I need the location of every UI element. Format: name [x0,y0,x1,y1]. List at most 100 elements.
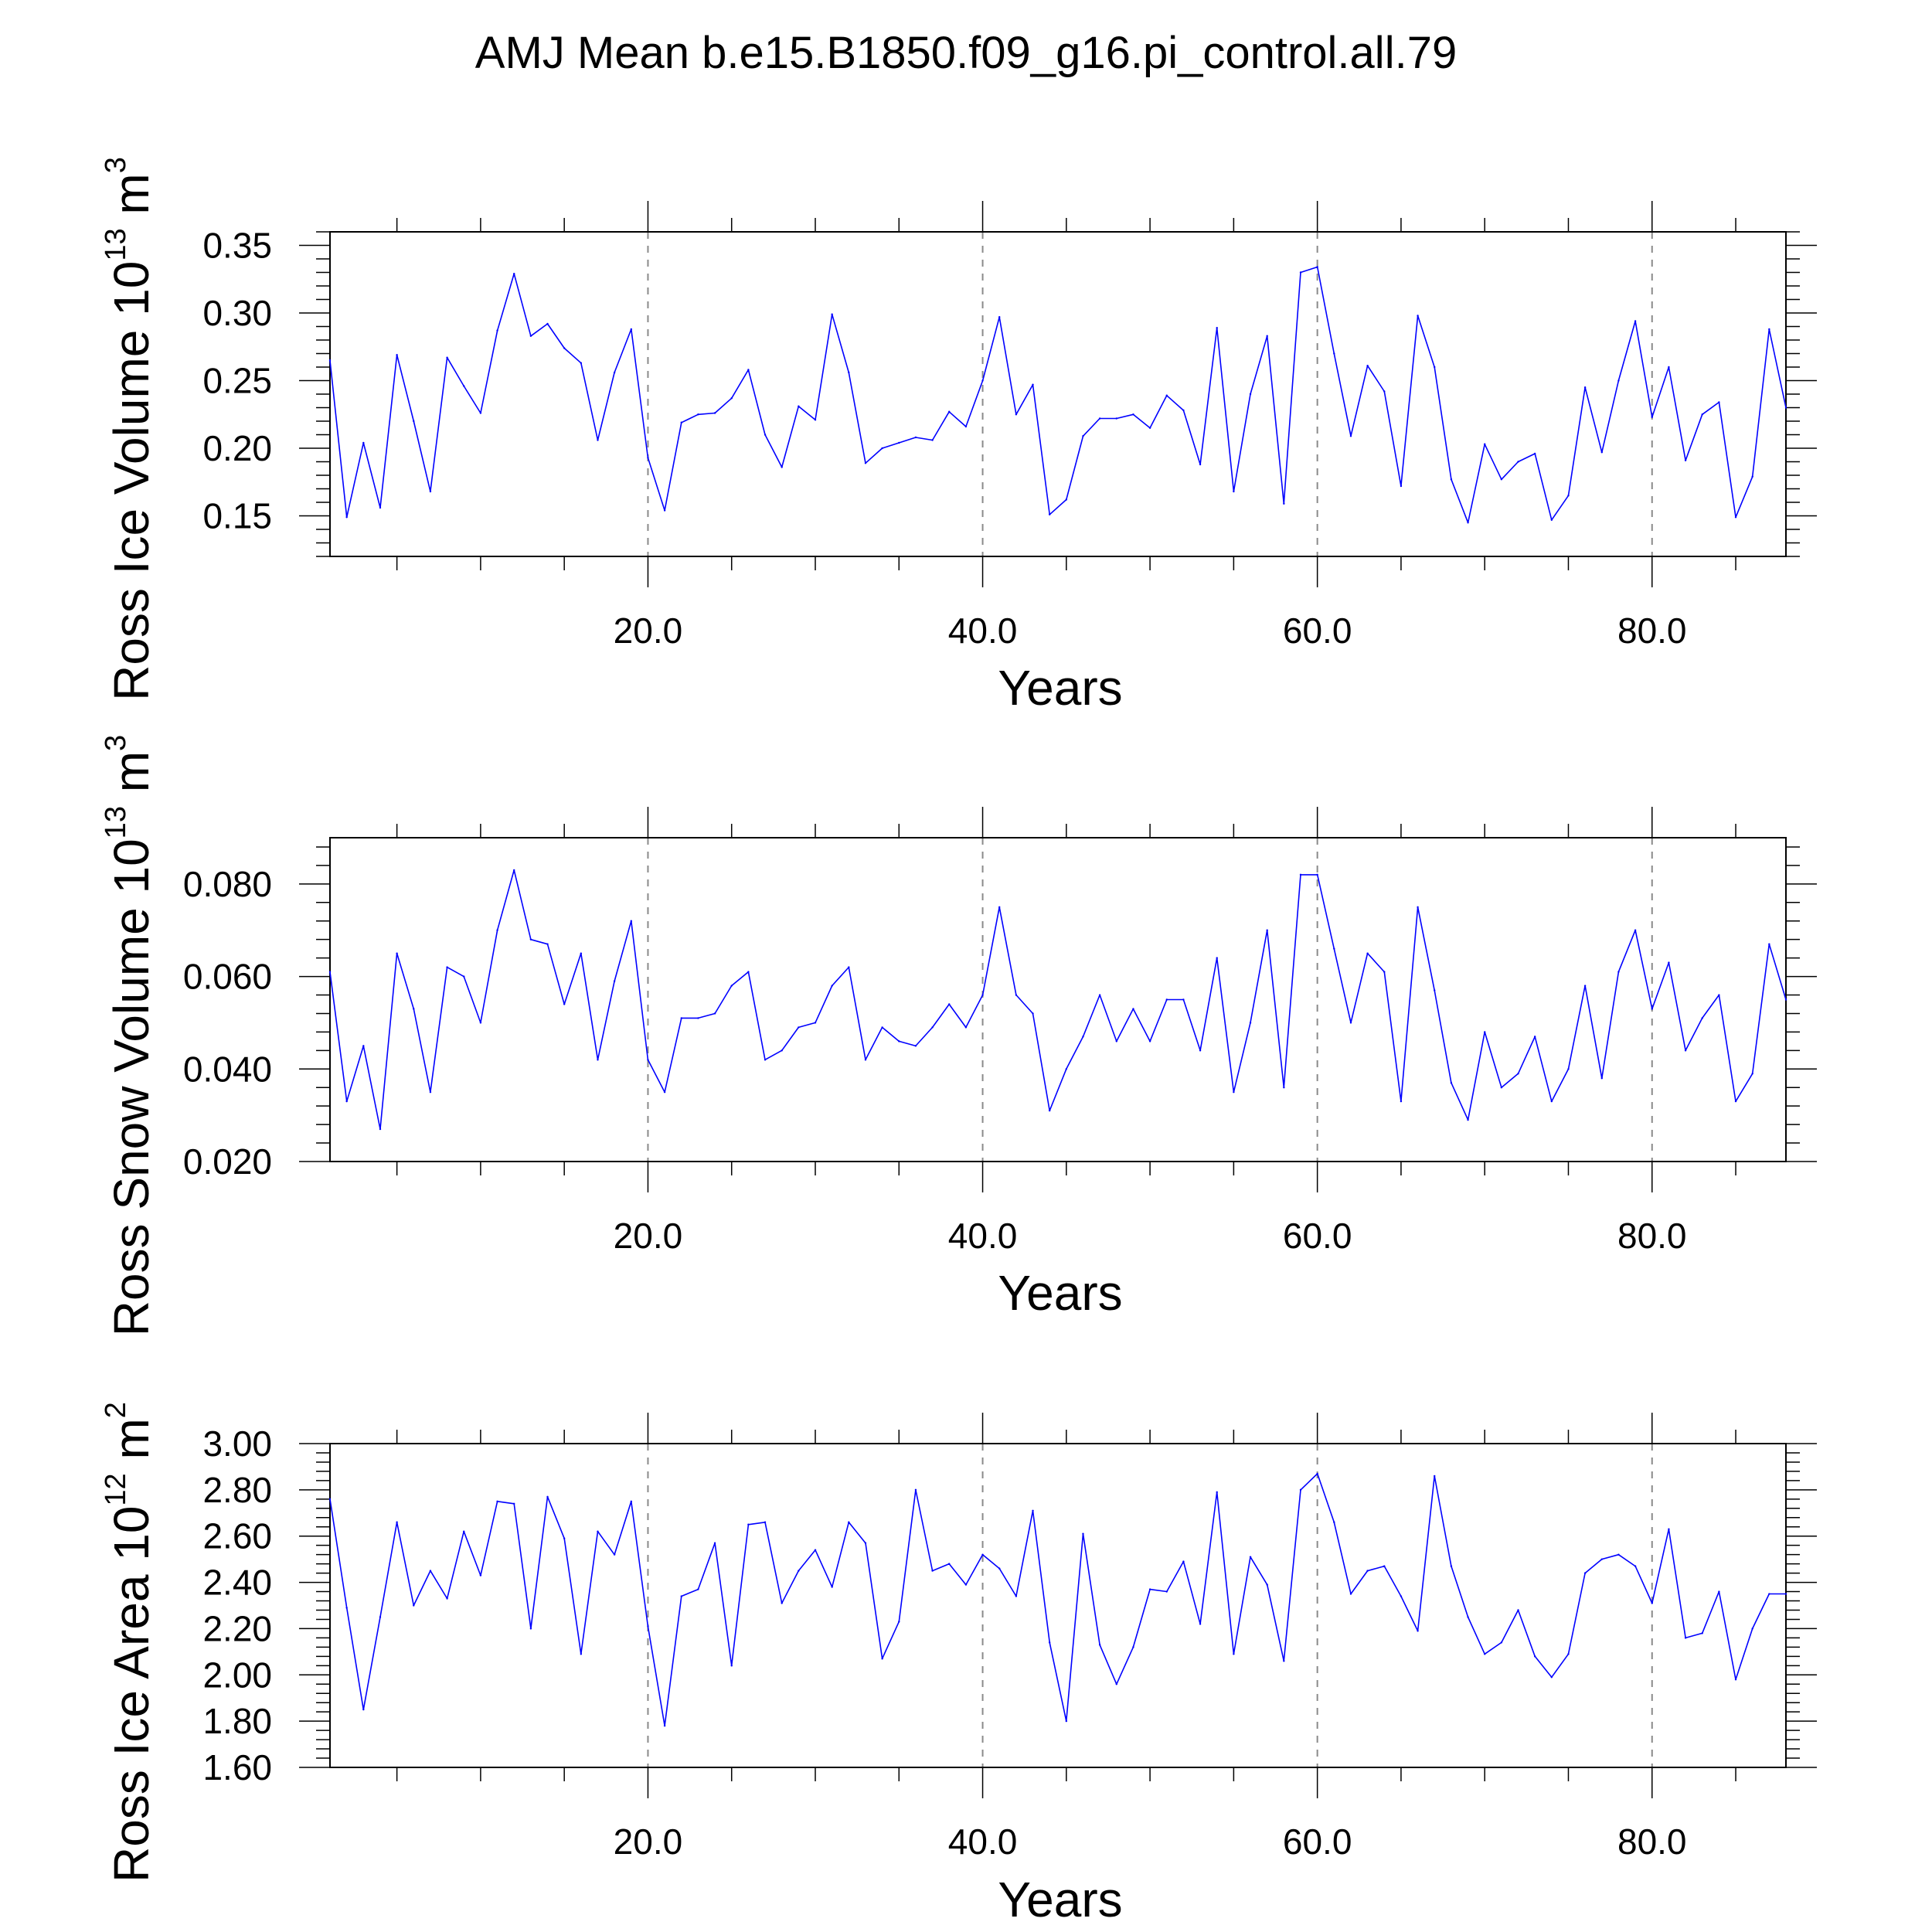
y-axis-label: Ross Ice Volume 1013 m3 [100,157,159,701]
data-point [1784,406,1787,409]
y-axis-label-text: Ross Ice Volume 10 [104,261,159,701]
data-point [663,1724,666,1727]
data-point [1634,929,1637,931]
data-point [1299,873,1302,876]
data-point [680,1595,682,1597]
data-point [429,490,432,493]
data-point [1400,1100,1403,1103]
x-tick-label: 60.0 [1283,611,1352,651]
data-point [998,906,1001,908]
data-point [1617,1553,1620,1556]
data-point [697,413,699,416]
data-point [1567,495,1570,497]
data-point [529,1628,532,1630]
data-point [1400,1595,1403,1597]
data-point [1065,1719,1068,1723]
y-tick-label: 0.080 [183,864,272,904]
data-point [1032,383,1034,386]
data-point [1751,1628,1753,1630]
data-point [328,971,332,973]
data-point [1065,1068,1068,1070]
y-tick-label: 0.020 [183,1141,272,1182]
data-point [1383,971,1386,973]
data-point [1517,1609,1519,1611]
data-point [1349,1593,1352,1595]
data-point [1182,998,1185,1001]
data-point [881,1026,883,1029]
data-point [1484,1653,1486,1655]
data-point [713,1012,716,1015]
data-point [362,1708,365,1711]
y-tick-label: 3.00 [202,1423,272,1464]
data-point [1668,961,1670,964]
data-point [546,322,549,325]
series-line [329,869,1787,1130]
y-axis-label-unit-exponent: 3 [100,157,132,173]
data-point [1718,1590,1720,1593]
data-point [1015,994,1018,996]
data-point [630,920,632,922]
chart-panel-2: 20.0 40.0 60.0 80.0 0.020 0.040 0.060 0.080 Year… [100,735,1817,1336]
data-point [1550,1676,1553,1679]
data-point [881,1658,883,1660]
data-point [781,1049,783,1052]
data-point [1098,1644,1101,1646]
data-point [479,412,482,414]
data-point [931,1026,934,1029]
data-point [513,273,515,275]
data-point [998,1567,1001,1570]
data-point [563,347,566,349]
data-point [1600,1077,1603,1080]
data-point [948,410,951,413]
data-point [1768,943,1770,945]
data-point [998,316,1001,318]
data-point [396,952,398,954]
data-point [1216,327,1218,329]
chart-panel-1: 20.0 40.0 60.0 80.0 0.15 0.20 0.25 0.30 0.35 Year… [100,157,1817,716]
data-point [1434,366,1436,369]
data-point [1148,427,1151,429]
data-point [1266,1583,1268,1586]
data-point [1148,1588,1151,1590]
data-point [446,1597,448,1600]
data-point [496,1500,498,1503]
data-point [764,434,767,436]
data-point [881,447,883,450]
data-point [1533,452,1536,455]
data-point [1583,1572,1587,1574]
data-point [496,929,498,931]
data-point [1684,1049,1687,1052]
data-point [747,1523,750,1526]
data-point [1383,1565,1386,1567]
data-point [814,419,817,421]
data-point [1349,1022,1352,1024]
data-point [1500,478,1503,481]
data-point [647,1625,649,1628]
x-axis-label: Years [998,1872,1122,1927]
data-point [814,1549,817,1551]
data-point [1132,1008,1134,1010]
data-point [1634,320,1637,322]
data-point [1500,1087,1503,1089]
figure-title: AMJ Mean b.e15.B1850.f09_g16.pi_control.… [475,28,1457,78]
data-point [1517,461,1519,463]
x-tick-label: 40.0 [948,1216,1018,1256]
data-point [914,436,917,439]
y-axis-label-unit-exponent: 2 [100,1402,132,1418]
data-point [1600,451,1603,454]
data-point [798,1026,800,1029]
data-point [345,1100,348,1103]
data-point [680,1017,682,1019]
data-point [831,1586,833,1588]
data-point [1484,1031,1486,1033]
data-point [1316,873,1318,876]
plot-frame [329,1443,1787,1768]
data-point [362,1045,365,1047]
data-point [914,1488,917,1492]
data-point [798,1570,800,1572]
data-point [1417,315,1419,317]
data-point [1299,1488,1302,1492]
data-point [848,1521,850,1523]
data-point [1283,1087,1285,1089]
